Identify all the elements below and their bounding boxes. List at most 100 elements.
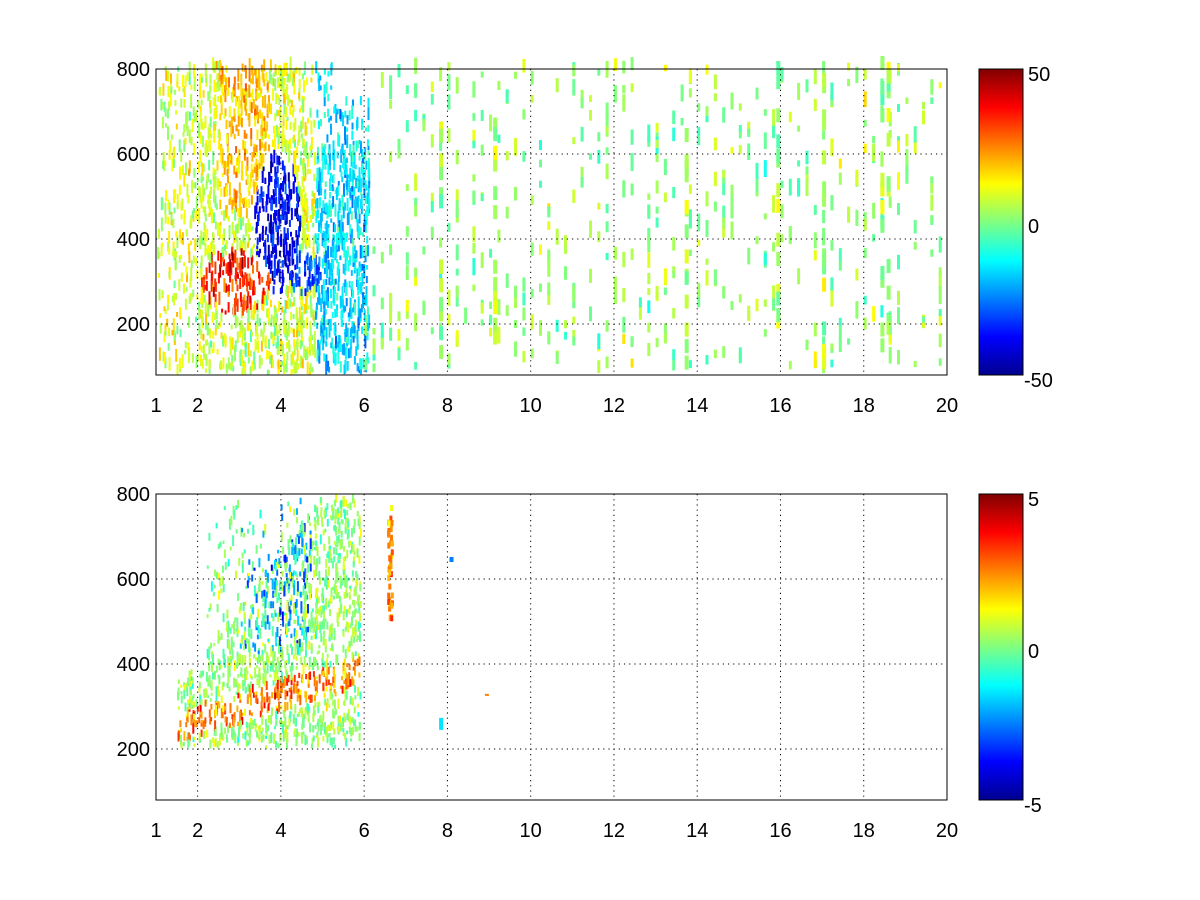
heatmap-cell: [165, 70, 168, 81]
heatmap-cell: [328, 554, 331, 563]
heatmap-cell: [282, 115, 285, 128]
heatmap-cell: [187, 737, 190, 749]
heatmap-cell: [309, 282, 312, 293]
heatmap-cell: [200, 172, 203, 180]
heatmap-cell: [188, 71, 191, 85]
heatmap-cell: [797, 82, 801, 100]
heatmap-cell: [336, 612, 339, 623]
heatmap-cell: [357, 518, 360, 527]
heatmap-cell: [268, 171, 271, 186]
heatmap-cell: [186, 111, 189, 122]
heatmap-cell: [193, 168, 196, 178]
heatmap-cell: [225, 240, 228, 249]
heatmap-cell: [299, 708, 301, 714]
heatmap-cell: [220, 95, 222, 104]
heatmap-cell: [354, 199, 356, 207]
heatmap-cell: [216, 740, 219, 749]
heatmap-cell: [292, 654, 295, 660]
heatmap-cell: [251, 332, 253, 337]
heatmap-cell: [357, 712, 360, 717]
heatmap-cell: [292, 570, 295, 575]
heatmap-cell: [776, 291, 781, 306]
heatmap-cell: [358, 139, 361, 145]
heatmap-cell: [241, 88, 244, 97]
heatmap-cell: [220, 695, 223, 704]
heatmap-cell: [273, 651, 276, 661]
heatmap-cell: [301, 674, 304, 680]
heatmap-cell: [284, 660, 287, 669]
heatmap-cell: [184, 137, 187, 145]
heatmap-cell: [312, 290, 315, 299]
heatmap-cell: [250, 279, 253, 288]
heatmap-cell: [332, 285, 335, 292]
heatmap-cell: [240, 170, 243, 181]
heatmap-cell: [200, 719, 203, 724]
heatmap-cell: [174, 189, 177, 200]
heatmap-cell: [245, 638, 248, 645]
heatmap-cell: [447, 223, 451, 232]
heatmap-cell: [277, 126, 280, 137]
heatmap-cell: [351, 105, 354, 119]
heatmap-cell: [260, 357, 263, 365]
heatmap-cell: [164, 214, 167, 224]
heatmap-cell: [278, 349, 281, 355]
heatmap-cell: [277, 140, 280, 150]
heatmap-cell: [320, 621, 323, 630]
heatmap-cell: [338, 556, 341, 561]
heatmap-cell: [244, 626, 247, 632]
heatmap-cell: [241, 257, 244, 269]
heatmap-cell: [209, 328, 212, 339]
heatmap-cell: [172, 318, 175, 333]
heatmap-cell: [317, 736, 320, 748]
heatmap-cell: [312, 663, 314, 667]
heatmap-cell: [270, 564, 273, 571]
heatmap-cell: [830, 277, 834, 291]
heatmap-cell: [316, 676, 319, 680]
heatmap-cell: [172, 155, 175, 163]
heatmap-cell: [605, 147, 609, 155]
heatmap-cell: [357, 687, 360, 697]
heatmap-cell: [322, 605, 325, 612]
heatmap-cell: [572, 301, 576, 309]
heatmap-cell: [353, 706, 356, 714]
heatmap-cell: [622, 60, 626, 74]
heatmap-cell: [763, 109, 767, 116]
heatmap-cell: [182, 131, 185, 137]
heatmap-cell: [219, 733, 222, 740]
heatmap-cell: [287, 297, 290, 309]
heatmap-cell: [305, 351, 308, 361]
heatmap-cell: [365, 184, 368, 191]
heatmap-cell: [772, 285, 776, 302]
heatmap-cell: [213, 79, 216, 93]
heatmap-cell: [320, 632, 323, 642]
heatmap-cell: [325, 676, 328, 687]
heatmap-cell: [242, 216, 245, 226]
heatmap-cell: [226, 609, 229, 619]
heatmap-cell: [455, 150, 459, 165]
heatmap-cell: [332, 346, 335, 354]
heatmap-cell: [352, 721, 355, 726]
heatmap-cell: [647, 300, 651, 314]
heatmap-cell: [302, 560, 305, 568]
top-gridlines: [156, 69, 947, 375]
heatmap-cell: [334, 352, 337, 365]
heatmap-cell: [298, 638, 301, 648]
heatmap-cell: [261, 694, 264, 702]
heatmap-cell: [256, 184, 258, 192]
heatmap-cell: [309, 257, 311, 269]
heatmap-cell: [173, 293, 176, 306]
heatmap-cell: [303, 578, 306, 583]
heatmap-cell: [439, 194, 444, 209]
heatmap-cell: [313, 634, 316, 639]
heatmap-cell: [302, 320, 305, 329]
heatmap-cell: [315, 561, 318, 570]
heatmap-cell: [240, 308, 243, 319]
heatmap-cell: [938, 313, 942, 326]
heatmap-cell: [220, 155, 223, 163]
heatmap-cell: [295, 67, 298, 74]
heatmap-cell: [260, 186, 263, 200]
heatmap-cell: [353, 519, 356, 527]
heatmap-cell: [330, 258, 333, 265]
heatmap-cell: [222, 576, 224, 586]
